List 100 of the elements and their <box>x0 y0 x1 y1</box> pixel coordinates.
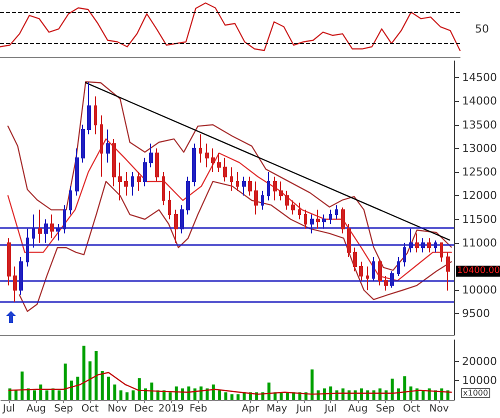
bar <box>88 361 92 400</box>
candlestick <box>359 261 363 282</box>
candlestick <box>230 166 233 192</box>
candlestick <box>341 206 345 234</box>
line-series <box>7 81 452 271</box>
bar <box>390 378 394 400</box>
candlestick <box>236 172 239 192</box>
x-tick-label: Jul <box>324 404 337 414</box>
bar <box>76 376 80 400</box>
candlestick <box>87 82 91 135</box>
x-tick-label: Sep <box>54 404 73 414</box>
candlestick <box>75 148 79 196</box>
bar <box>132 390 135 400</box>
bar <box>218 390 222 400</box>
y-tick-label: 20000 <box>462 354 498 368</box>
candlestick <box>94 96 97 135</box>
candlestick <box>316 209 320 230</box>
x-tick-label: Sep <box>376 404 395 414</box>
candlestick <box>304 209 307 230</box>
candlestick <box>397 256 400 276</box>
candlestick <box>100 114 103 178</box>
candlestick <box>199 134 202 164</box>
bar <box>70 380 74 400</box>
candlestick <box>106 129 110 164</box>
x-tick-label: Dec <box>134 404 154 414</box>
bar <box>422 390 425 400</box>
x-tick-label: Feb <box>190 404 208 414</box>
candlestick <box>69 186 72 216</box>
candlestick <box>118 162 122 201</box>
candlestick <box>162 172 165 206</box>
candlestick <box>217 152 221 173</box>
y-tick-label: 14500 <box>462 71 498 84</box>
candlestick <box>192 143 196 187</box>
candlestick <box>131 172 134 196</box>
x-tick-label: Jul <box>2 404 15 414</box>
text: 50 <box>475 22 489 36</box>
candlestick <box>248 176 252 196</box>
bar <box>150 382 154 400</box>
bar <box>409 386 412 400</box>
candlestick <box>38 209 42 244</box>
bar <box>107 376 110 400</box>
candlestick <box>440 242 443 262</box>
x-tick-label: Jun <box>295 404 312 414</box>
candlestick <box>267 172 270 201</box>
candlestick <box>261 190 264 210</box>
y-tick-label: 12000 <box>462 189 498 202</box>
bar <box>32 390 36 400</box>
bar <box>39 384 42 400</box>
candlestick <box>137 172 141 192</box>
candlestick <box>112 138 116 187</box>
bar <box>329 386 332 400</box>
bar <box>403 376 406 400</box>
bar <box>82 346 86 400</box>
bar <box>20 372 24 400</box>
bar <box>310 369 314 400</box>
candlestick <box>7 238 11 286</box>
bar <box>64 364 67 400</box>
x-tick-label: May <box>266 404 288 414</box>
candlestick <box>285 190 289 210</box>
candlestick <box>155 148 159 182</box>
bar <box>224 392 228 400</box>
x-tick-label: Oct <box>403 404 420 414</box>
candlestick <box>168 190 171 220</box>
bar <box>100 370 104 400</box>
candlestick <box>378 258 382 286</box>
candlestick <box>298 202 301 220</box>
bar <box>267 382 270 400</box>
candlestick <box>353 247 357 272</box>
bar <box>428 388 431 400</box>
candlestick <box>279 180 283 201</box>
y-tick-label: 11500 <box>462 212 498 226</box>
y-tick-label: 13000 <box>462 142 498 155</box>
candlestick <box>149 143 153 168</box>
bar <box>200 386 203 400</box>
candlestick <box>223 157 227 182</box>
y-tick-label: 13500 <box>462 118 498 132</box>
candlestick <box>13 266 17 302</box>
line-series <box>7 138 452 282</box>
candlestick <box>186 176 190 216</box>
bar <box>45 390 48 400</box>
candlestick <box>291 200 295 216</box>
y-tick-label: 10000 <box>462 284 498 297</box>
candlestick <box>143 157 147 187</box>
bar <box>212 384 215 400</box>
bar <box>138 378 141 400</box>
candlestick <box>273 176 277 201</box>
candlestick <box>427 238 431 253</box>
y-tick-label: 9500 <box>462 307 490 320</box>
line-series <box>18 180 452 312</box>
candlestick <box>347 223 351 258</box>
x-tick-label: Aug <box>348 404 368 414</box>
line-series <box>8 372 452 395</box>
y-tick-label: 12500 <box>462 166 498 179</box>
y-tick-label: 10000 <box>462 374 498 388</box>
bar <box>119 390 122 400</box>
candlestick <box>384 275 388 292</box>
candlestick <box>329 209 332 224</box>
candlestick <box>124 172 128 196</box>
candlestick <box>446 252 450 292</box>
y-axis-title: x1000 <box>463 388 488 398</box>
